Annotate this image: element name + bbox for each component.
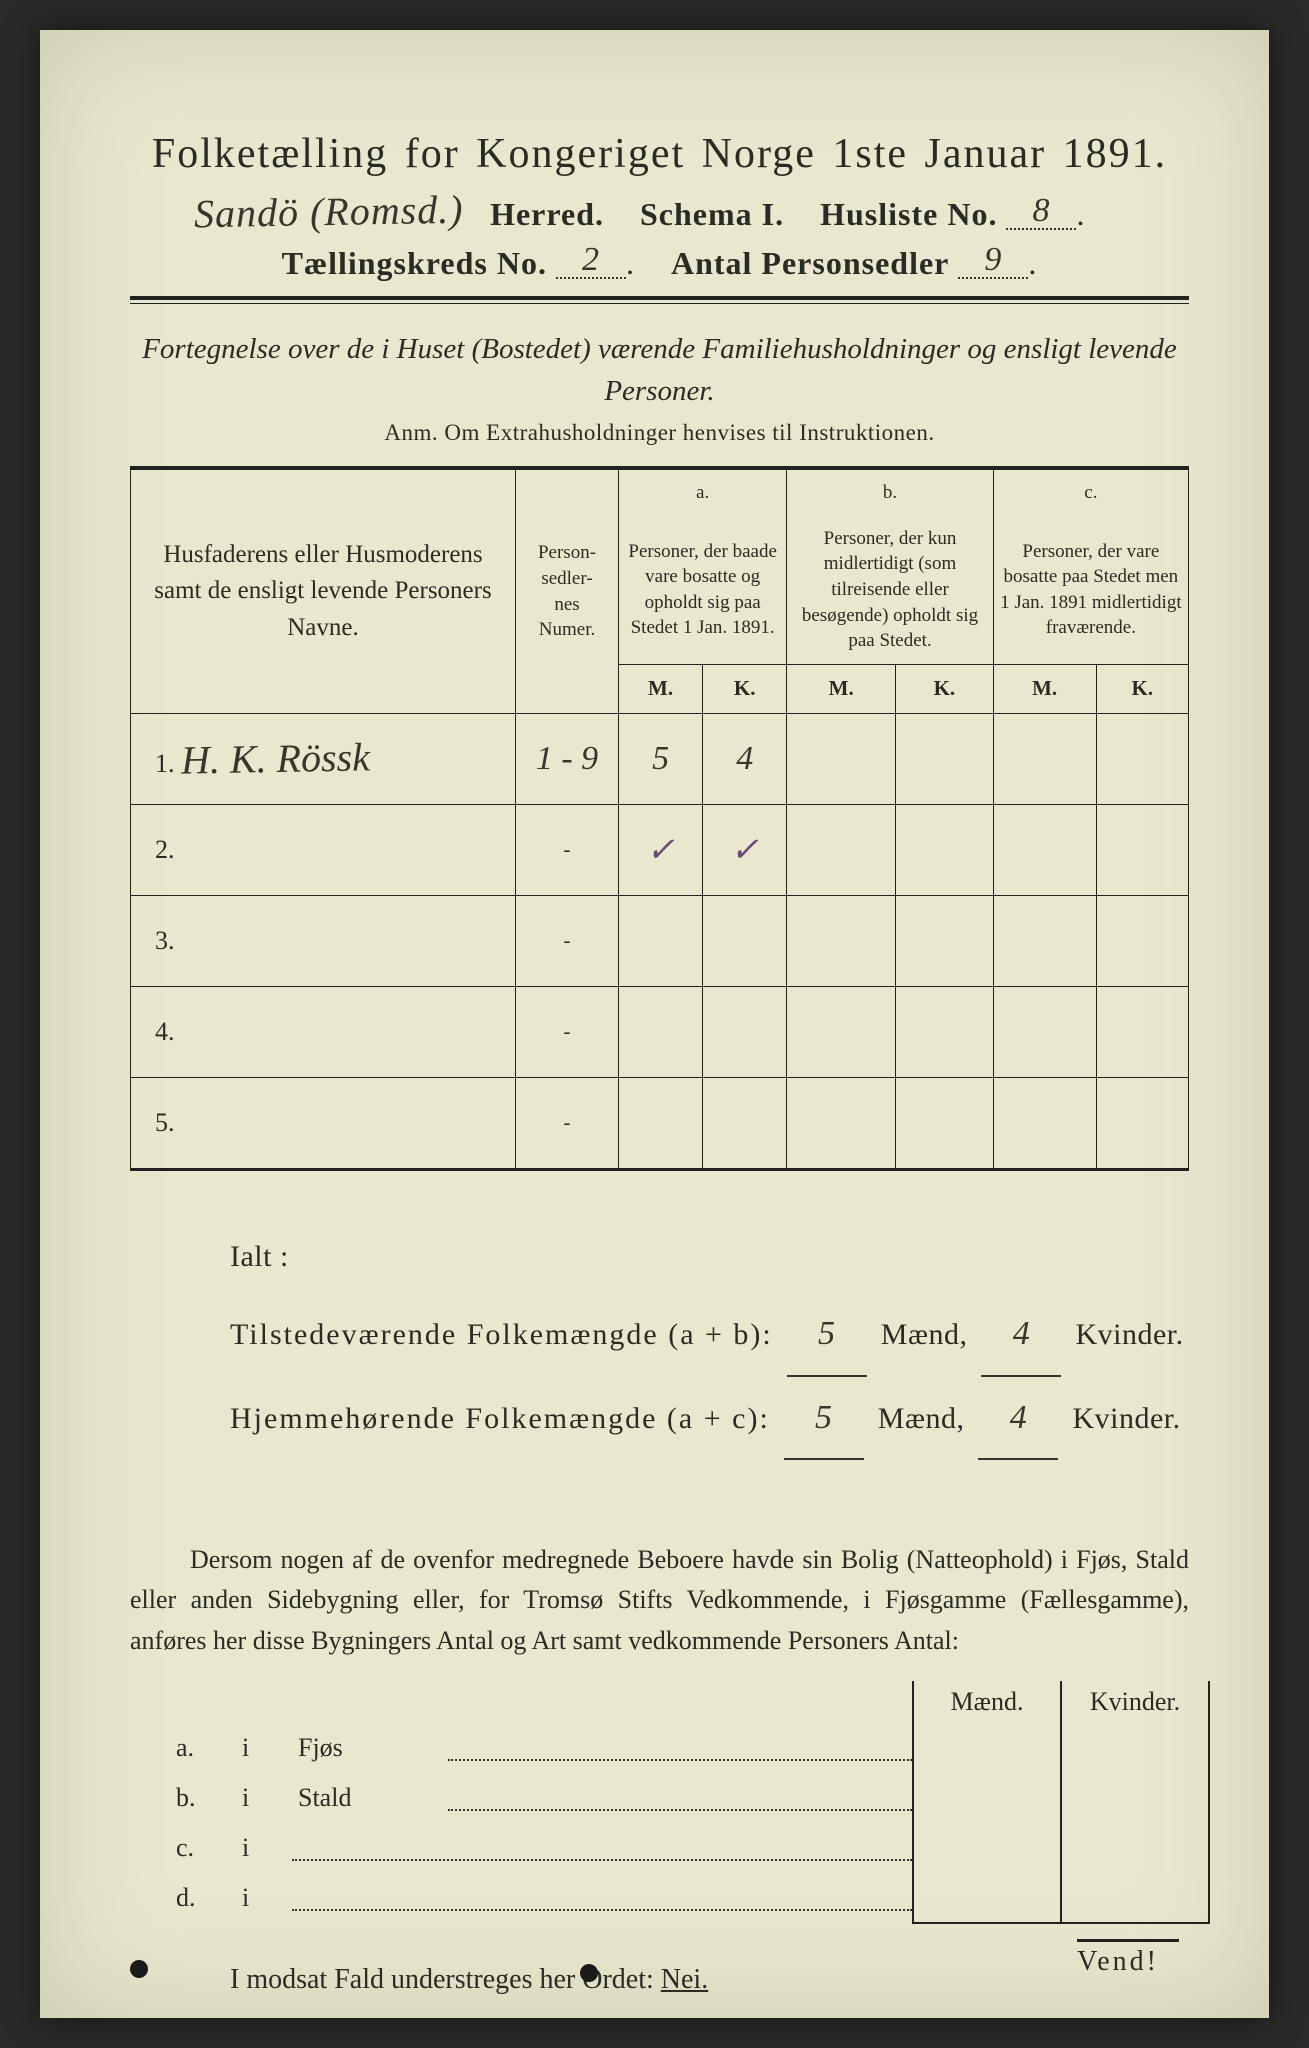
label-taellingskreds: Tællingskreds No. [282, 245, 547, 281]
nei-line: I modsat Fald understreges her Ordet: Ne… [230, 1964, 1189, 1996]
row-index: 3. [155, 926, 175, 955]
side-row-i: i [236, 1823, 292, 1873]
side-row-label: Stald [292, 1773, 448, 1823]
totals-block: Ialt : Tilstedeværende Folkemængde (a + … [230, 1221, 1189, 1460]
col-b-label: b. [787, 468, 993, 516]
subtitle: Fortegnelse over de i Huset (Bostedet) v… [130, 328, 1189, 412]
side-buildings-table: Mænd. Kvinder. a. i Fjøs b. i Stald c. i… [170, 1681, 1210, 1924]
label-maend: Mænd, [881, 1318, 968, 1351]
table-row: 3. - [131, 895, 1189, 986]
row-psn: - [564, 837, 571, 861]
col-b-k: K. [896, 664, 994, 713]
col-a-m: M. [619, 664, 703, 713]
label-husliste: Husliste No. [820, 196, 997, 232]
col-psn-header: Person- sedler- nes Numer. [516, 468, 619, 713]
totals-l2-m: 5 [815, 1377, 833, 1459]
totals-line1-label: Tilstedeværende Folkemængde (a + b): [230, 1318, 773, 1351]
row-psn: 1 - 9 [536, 740, 598, 778]
label-antal-personsedler: Antal Personsedler [671, 245, 949, 281]
husliste-no-value: 8 [1032, 192, 1050, 230]
row-psn: - [564, 1110, 571, 1134]
side-col-kvinder: Kvinder. [1061, 1681, 1209, 1723]
inkspot-icon [130, 1960, 148, 1978]
row-a-k: ✓ [730, 830, 759, 870]
side-col-maend: Mænd. [913, 1681, 1061, 1723]
totals-l2-k: 4 [1010, 1377, 1028, 1459]
nei-word: Nei. [661, 1964, 708, 1995]
side-row: b. i Stald [170, 1773, 1209, 1823]
col-c-header: Personer, der vare bosatte paa Stedet me… [993, 516, 1188, 665]
row-a-k: 4 [736, 740, 753, 778]
paragraph: Dersom nogen af de ovenfor medregnede Be… [130, 1540, 1189, 1661]
row-a-m: 5 [652, 740, 669, 778]
row-name-value: H. K. Rössk [180, 734, 370, 784]
col-names-header: Husfaderens eller Husmoderens samt de en… [131, 468, 516, 713]
totals-l1-k: 4 [1013, 1293, 1031, 1375]
side-row-i: i [236, 1723, 292, 1773]
row-index: 4. [155, 1017, 175, 1046]
label-kvinder: Kvinder. [1072, 1402, 1180, 1435]
col-a-label: a. [619, 468, 787, 516]
totals-l1-m: 5 [818, 1293, 836, 1375]
side-row-key: d. [170, 1873, 236, 1923]
label-herred: Herred. [490, 196, 604, 232]
header-line-2: Sandö (Romsd.) Herred. Schema I. Huslist… [130, 188, 1189, 235]
row-psn: - [564, 928, 571, 952]
herred-handwritten: Sandö (Romsd.) [193, 186, 463, 238]
side-row-i: i [236, 1873, 292, 1923]
col-b-header: Personer, der kun midlertidigt (som tilr… [787, 516, 993, 665]
label-maend: Mænd, [878, 1402, 965, 1435]
col-a-header: Personer, der baade vare bosatte og opho… [619, 516, 787, 665]
inkspot-icon [580, 1964, 598, 1982]
side-row-key: a. [170, 1723, 236, 1773]
census-form-page: Folketælling for Kongeriget Norge 1ste J… [40, 30, 1269, 2018]
side-row-key: c. [170, 1823, 236, 1873]
side-row: c. i [170, 1823, 1209, 1873]
table-row: 2. - ✓ ✓ [131, 804, 1189, 895]
row-index: 2. [155, 835, 175, 864]
row-index: 1. [155, 749, 175, 778]
label-schema: Schema I. [640, 196, 784, 232]
side-row-key: b. [170, 1773, 236, 1823]
side-row: d. i [170, 1873, 1209, 1923]
main-table: Husfaderens eller Husmoderens samt de en… [130, 466, 1189, 1171]
row-index: 5. [155, 1108, 175, 1137]
page-title: Folketælling for Kongeriget Norge 1ste J… [130, 130, 1189, 178]
totals-line2-label: Hjemmehørende Folkemængde (a + c): [230, 1402, 770, 1435]
col-a-k: K. [703, 664, 787, 713]
antal-personsedler-value: 9 [984, 241, 1002, 279]
table-row: 5. - [131, 1077, 1189, 1169]
table-row: 4. - [131, 986, 1189, 1077]
row-a-m: ✓ [646, 830, 675, 870]
col-c-m: M. [993, 664, 1096, 713]
col-c-label: c. [993, 468, 1188, 516]
row-psn: - [564, 1019, 571, 1043]
side-row: a. i Fjøs [170, 1723, 1209, 1773]
label-kvinder: Kvinder. [1075, 1318, 1183, 1351]
divider [130, 296, 1189, 304]
col-c-k: K. [1096, 664, 1188, 713]
ialt-heading: Ialt : [230, 1221, 1189, 1293]
table-row: 1.H. K. Rössk 1 - 9 5 4 [131, 713, 1189, 804]
col-b-m: M. [787, 664, 896, 713]
side-row-label: Fjøs [292, 1723, 448, 1773]
anm-note: Anm. Om Extrahusholdninger henvises til … [130, 420, 1189, 446]
taellingskreds-no-value: 2 [582, 241, 600, 279]
vend-label: Vend! [1077, 1939, 1179, 1978]
side-row-i: i [236, 1773, 292, 1823]
header-line-3: Tællingskreds No. 2. Antal Personsedler … [130, 245, 1189, 282]
